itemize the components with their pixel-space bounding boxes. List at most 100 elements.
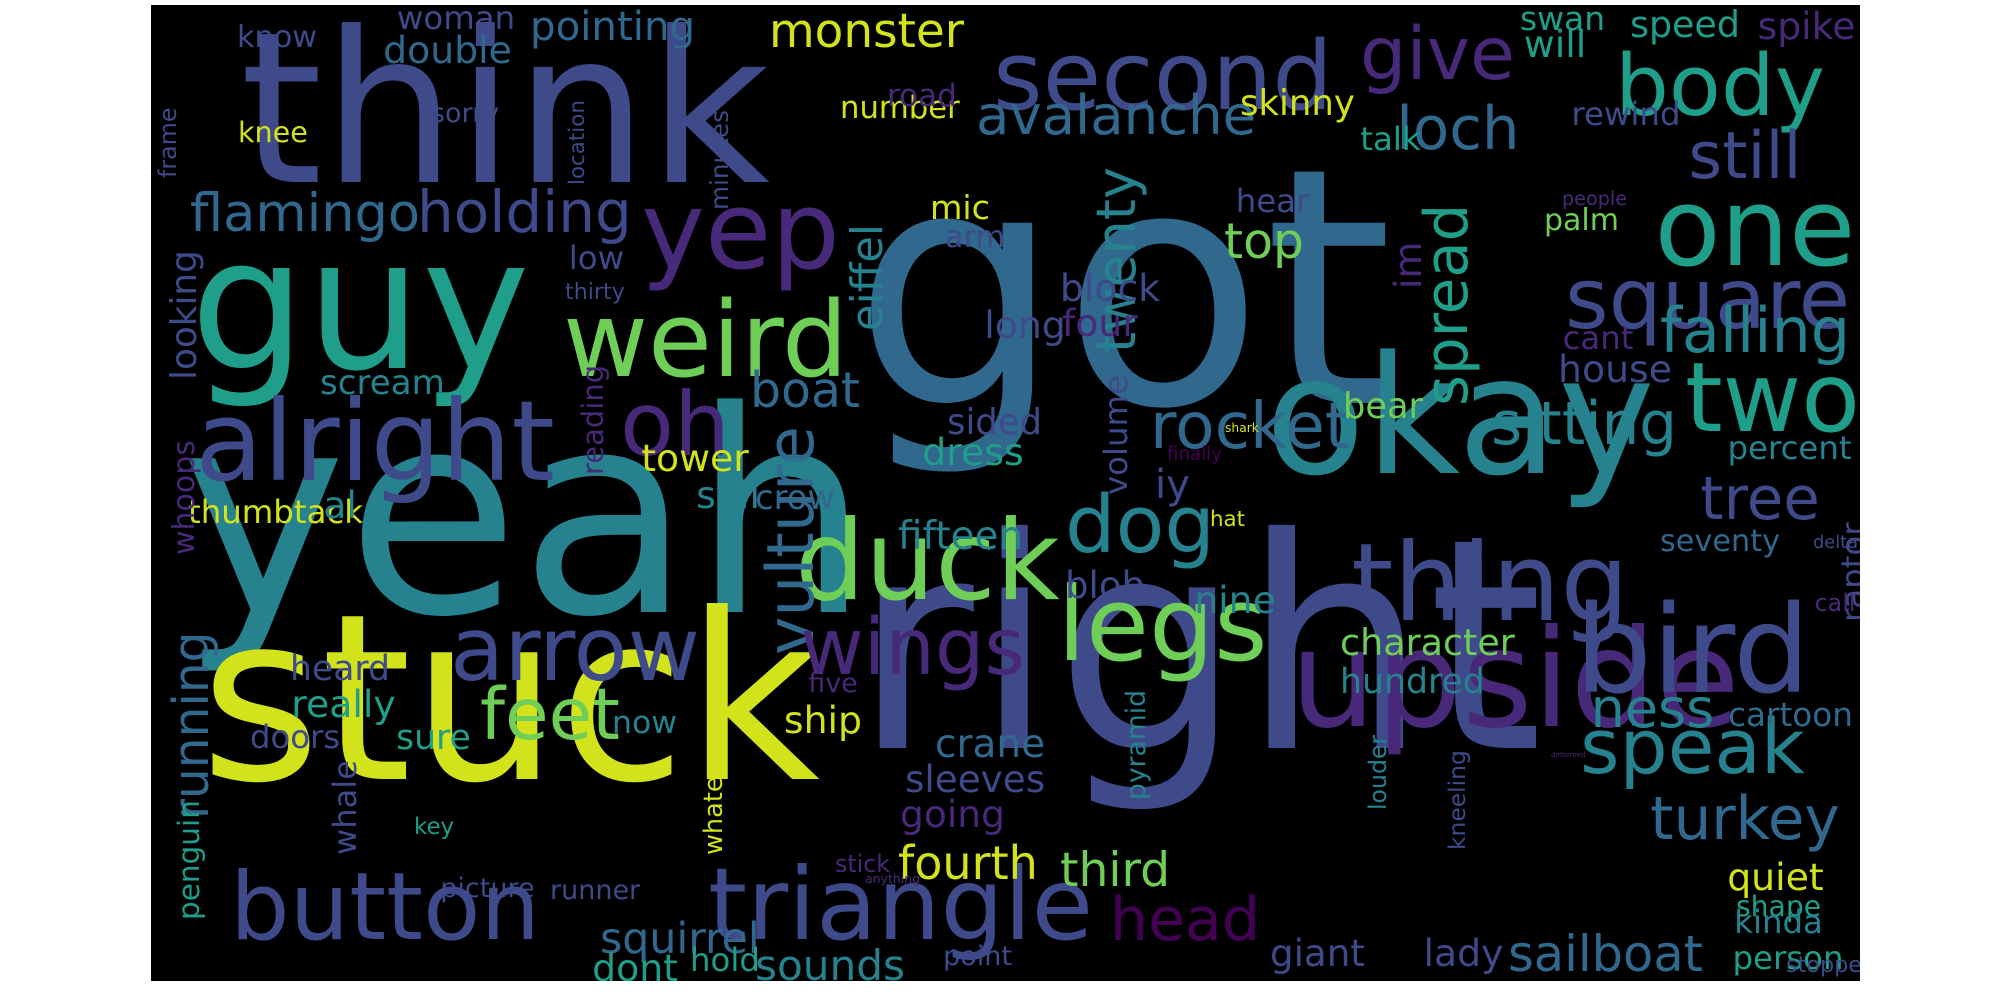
word-low: low xyxy=(568,239,625,277)
word-still: still xyxy=(1688,119,1802,194)
word-picture: picture xyxy=(440,873,535,904)
word-hear: hear xyxy=(1235,182,1310,220)
word-frame: frame xyxy=(154,107,182,178)
word-scream: scream xyxy=(320,363,445,404)
word-four: four xyxy=(1062,301,1138,345)
word-feet: feet xyxy=(480,673,620,756)
word-fourth: fourth xyxy=(898,836,1038,890)
word-running: running xyxy=(164,631,220,819)
word-head: head xyxy=(1110,885,1261,955)
word-know: know xyxy=(237,20,318,56)
word-got: got xyxy=(853,97,1393,482)
word-legs: legs xyxy=(1057,566,1268,685)
word-arrow: arrow xyxy=(450,597,701,701)
word-thirty: thirty xyxy=(565,279,625,306)
word-duck: duck xyxy=(795,497,1060,627)
word-bear: bear xyxy=(1343,386,1424,427)
word-im: im xyxy=(1386,241,1430,289)
word-flamingo: flamingo xyxy=(190,182,421,244)
word-finally: finally xyxy=(1167,443,1222,465)
word-character: character xyxy=(1340,621,1515,664)
word-crow: crow xyxy=(755,477,836,517)
word-monster: monster xyxy=(769,5,965,60)
word-will: will xyxy=(1523,22,1587,66)
word-really: really xyxy=(291,682,396,726)
word-sure: sure xyxy=(396,718,471,759)
word-pointing: pointing xyxy=(530,5,696,50)
word-heard: heard xyxy=(290,649,390,690)
word-stick: stick xyxy=(835,849,890,878)
word-ness: ness xyxy=(1590,677,1715,740)
word-runner: runner xyxy=(550,875,641,906)
word-think: think xyxy=(240,5,770,232)
word-rocket: rocket xyxy=(1150,389,1351,465)
word-delta: delta xyxy=(1813,532,1859,554)
word-crane: crane xyxy=(935,721,1046,767)
word-now: now xyxy=(612,704,677,741)
word-knee: knee xyxy=(238,114,308,149)
word-one: one xyxy=(1654,166,1856,291)
word-avalanche: avalanche xyxy=(976,82,1257,147)
word-people: people xyxy=(1562,186,1628,210)
word-going: going xyxy=(900,792,1005,837)
word-cant: cant xyxy=(1562,319,1634,357)
word-blob: blob xyxy=(1065,564,1146,607)
word-minutes: minutes xyxy=(704,110,734,210)
word-sleeves: sleeves xyxy=(905,757,1046,802)
word-seventy: seventy xyxy=(1660,524,1781,560)
word-dog: dog xyxy=(1065,478,1215,572)
word-double: double xyxy=(383,28,512,72)
word-quiet: quiet xyxy=(1727,855,1824,899)
word-speed: speed xyxy=(1630,5,1740,46)
word-button: button xyxy=(230,852,541,962)
word-top: top xyxy=(1224,213,1304,271)
word-al: al xyxy=(323,483,357,527)
word-cloud: got right think yeah stuck guy okay upsi… xyxy=(151,5,1860,981)
word-whale: whale xyxy=(325,760,364,855)
word-palm: palm xyxy=(1544,203,1619,238)
word-hat: hat xyxy=(1210,507,1246,533)
word-key: key xyxy=(414,813,455,840)
word-tree: tree xyxy=(1700,465,1820,534)
word-hold: hold xyxy=(690,941,760,980)
word-sorry: sorry xyxy=(430,98,500,129)
word-shark: shark xyxy=(1225,420,1259,435)
word-skinny: skinny xyxy=(1240,83,1355,124)
word-arm: arm xyxy=(945,220,1006,255)
word-number: number xyxy=(840,91,960,127)
word-giant: giant xyxy=(1270,931,1365,975)
word-road: road xyxy=(887,78,957,114)
word-stuck: stuck xyxy=(200,564,820,835)
word-sided: sided xyxy=(947,402,1042,443)
word-dont: dont xyxy=(592,946,678,981)
word-holding: holding xyxy=(417,178,632,246)
word-deformed: deformed xyxy=(1551,749,1586,759)
word-mic: mic xyxy=(930,187,990,227)
word-rewind: rewind xyxy=(1571,95,1681,133)
word-sitting: sitting xyxy=(1491,390,1677,459)
word-kinda: kinda xyxy=(1734,903,1823,941)
word-call: call xyxy=(1814,589,1856,617)
word-eiffel: eiffel xyxy=(843,223,893,331)
word-talk: talk xyxy=(1360,120,1421,158)
word-doors: doors xyxy=(250,718,341,757)
word-oh: oh xyxy=(620,372,730,476)
word-body: body xyxy=(1615,37,1825,136)
word-give: give xyxy=(1360,12,1515,98)
word-guy: guy xyxy=(190,199,531,412)
word-weird: weird xyxy=(563,279,848,401)
word-five: five xyxy=(808,668,858,699)
word-third: third xyxy=(1060,843,1171,898)
word-volume: volume xyxy=(1097,375,1135,495)
word-alright: alright xyxy=(195,377,555,507)
word-upside: upside xyxy=(1290,599,1740,758)
word-loch: loch xyxy=(1396,95,1520,164)
word-turkey: turkey xyxy=(1650,785,1840,854)
word-anything: anything xyxy=(865,871,921,887)
word-block: block xyxy=(1059,266,1161,310)
word-okay: okay xyxy=(1265,321,1655,512)
word-whoops: whoops xyxy=(167,440,202,555)
word-falling: falling xyxy=(1660,294,1851,367)
word-spread: spread xyxy=(1413,203,1482,407)
word-right: right xyxy=(853,476,1544,819)
